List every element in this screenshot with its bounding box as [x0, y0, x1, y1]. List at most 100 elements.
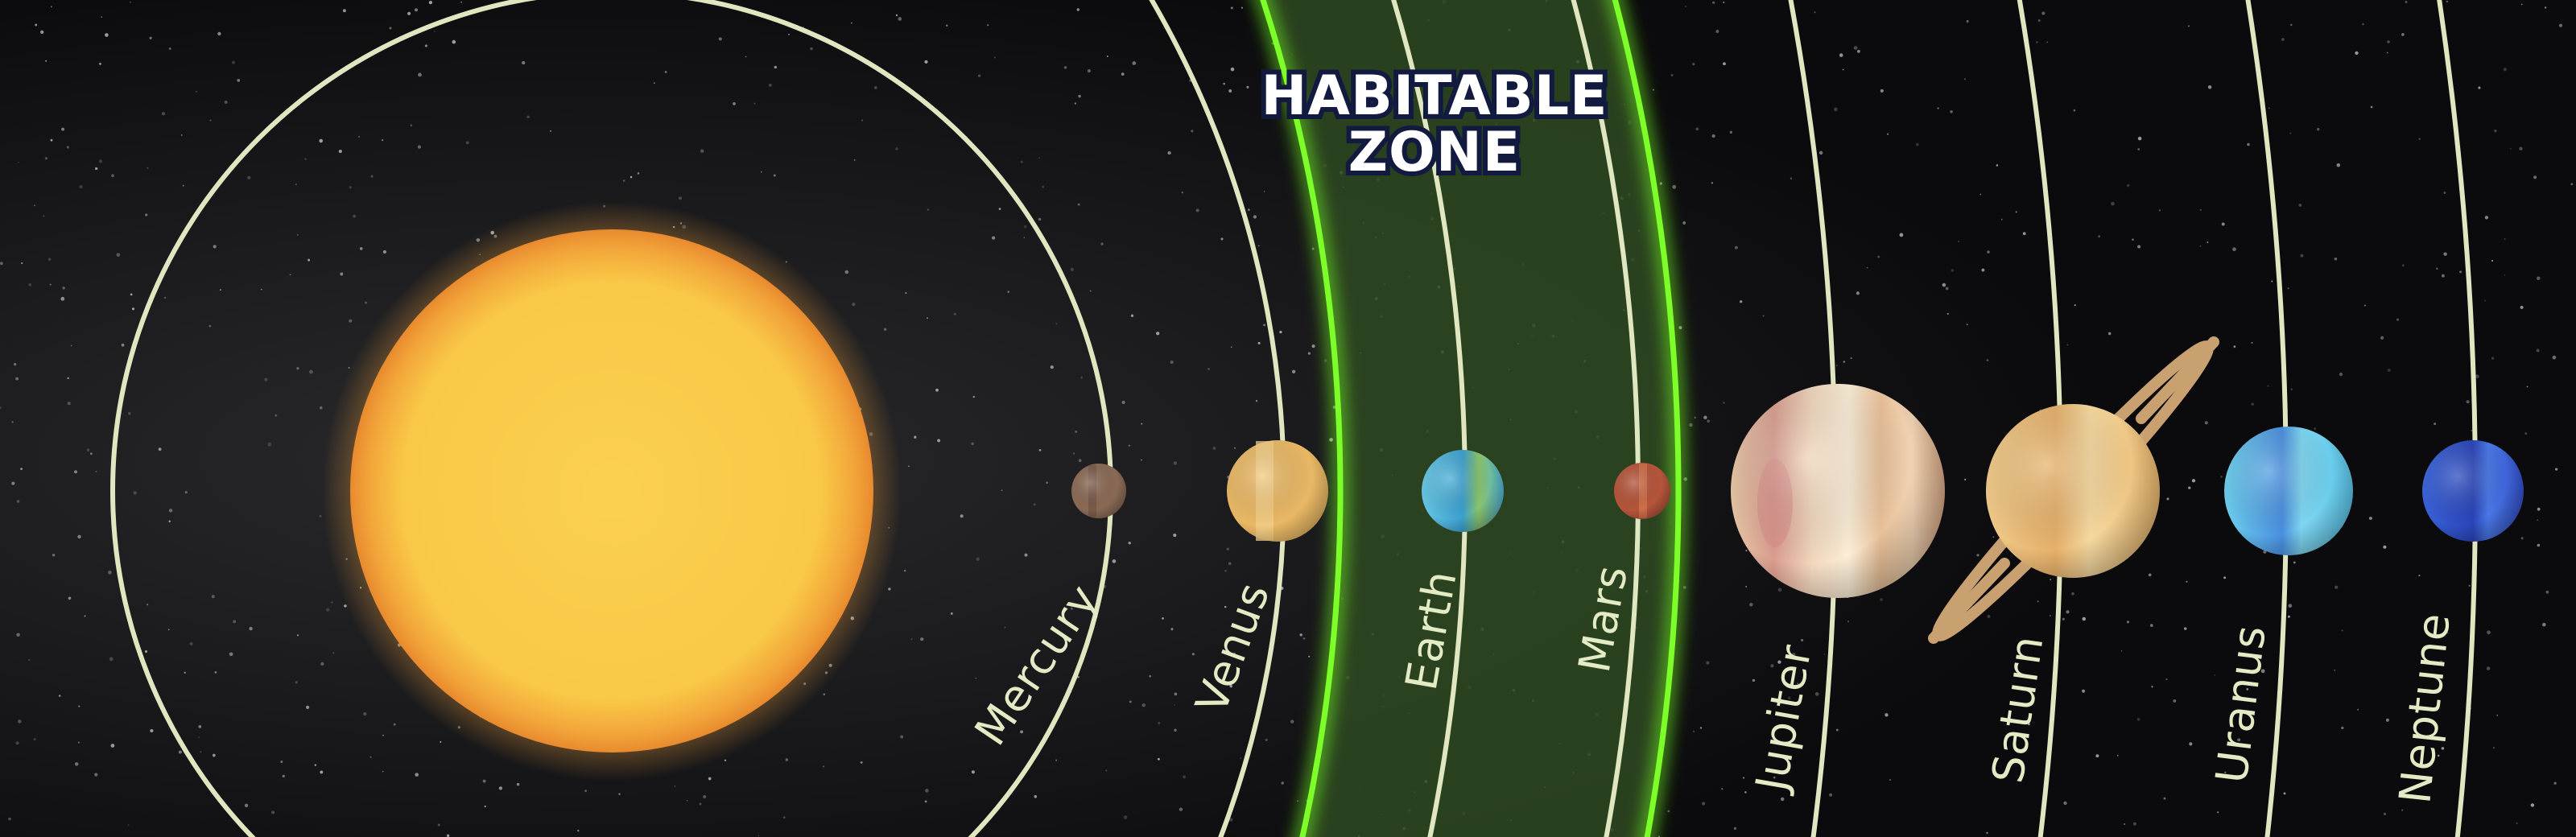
star-speck: [774, 65, 778, 69]
star-speck: [977, 74, 981, 77]
star-speck: [116, 253, 121, 258]
star-speck: [2387, 40, 2390, 43]
star-speck: [407, 11, 411, 15]
star-speck: [133, 491, 137, 495]
star-speck: [1715, 30, 1719, 33]
star-speck: [1173, 534, 1177, 538]
star-speck: [2362, 23, 2364, 26]
star-speck: [1055, 323, 1058, 325]
star-speck: [2163, 797, 2166, 800]
star-speck: [900, 735, 904, 739]
star-speck: [2287, 287, 2289, 290]
star-speck: [110, 744, 115, 748]
star-speck: [1112, 559, 1117, 563]
star-speck: [28, 658, 31, 662]
star-speck: [758, 835, 760, 837]
star-speck: [1976, 554, 1979, 557]
star-speck: [437, 823, 440, 827]
star-speck: [1996, 164, 1999, 167]
star-speck: [2526, 386, 2529, 388]
star-speck: [1773, 776, 1776, 779]
star-speck: [229, 652, 233, 657]
star-speck: [2137, 136, 2142, 141]
star-speck: [2158, 209, 2161, 212]
star-speck: [2220, 476, 2223, 478]
star-speck: [1167, 150, 1171, 155]
star-speck: [2334, 585, 2339, 589]
star-speck: [74, 470, 77, 474]
star-speck: [630, 175, 633, 179]
star-speck: [417, 145, 422, 149]
star-speck: [2098, 235, 2101, 238]
star-speck: [2132, 238, 2134, 241]
star-speck: [2207, 85, 2212, 89]
star-speck: [2401, 809, 2404, 811]
star-speck: [1307, 352, 1311, 355]
star-speck: [976, 557, 980, 561]
star-speck: [1752, 678, 1756, 682]
star-speck: [2251, 342, 2253, 344]
star-speck: [1814, 692, 1819, 696]
star-speck: [2537, 276, 2541, 281]
star-speck: [332, 652, 335, 654]
star-speck: [1685, 6, 1687, 7]
star-speck: [308, 258, 311, 262]
star-speck: [150, 728, 154, 733]
star-speck: [2074, 304, 2076, 307]
star-speck: [1253, 215, 1257, 219]
star-speck: [1023, 237, 1026, 239]
star-speck: [2046, 41, 2049, 43]
star-speck: [2446, 632, 2449, 634]
star-speck: [1265, 738, 1268, 742]
star-speck: [1692, 730, 1695, 733]
star-speck: [1233, 447, 1236, 449]
star-speck: [1050, 365, 1054, 369]
star-speck: [2494, 129, 2497, 133]
star-speck: [2126, 621, 2130, 624]
star-speck: [2491, 259, 2494, 262]
star-speck: [1141, 703, 1146, 707]
star-speck: [128, 412, 131, 415]
star-speck: [577, 829, 580, 832]
star-speck: [2537, 543, 2541, 547]
star-speck: [393, 723, 396, 726]
star-speck: [2199, 245, 2202, 247]
star-speck: [1128, 444, 1130, 447]
star-speck: [907, 465, 910, 468]
star-speck: [1191, 653, 1195, 656]
star-speck: [1157, 757, 1160, 761]
star-speck: [231, 60, 236, 64]
star-speck: [1128, 541, 1131, 545]
star-speck: [2124, 823, 2125, 825]
star-speck: [1850, 357, 1852, 360]
star-speck: [2533, 175, 2537, 179]
star-speck: [768, 83, 772, 87]
star-speck: [95, 470, 97, 473]
star-speck: [2000, 218, 2003, 221]
star-speck: [1723, 62, 1726, 66]
star-speck: [58, 695, 61, 697]
star-speck: [1105, 769, 1108, 772]
star-speck: [844, 270, 849, 274]
star-speck: [11, 481, 15, 485]
star-speck: [1024, 553, 1028, 557]
star-speck: [2037, 600, 2039, 603]
star-speck: [282, 774, 285, 778]
star-speck: [1880, 89, 1884, 93]
star-speck: [2271, 280, 2273, 282]
star-speck: [2519, 146, 2523, 150]
star-speck: [410, 124, 413, 127]
star-speck: [212, 753, 216, 757]
star-speck: [1958, 241, 1959, 242]
star-speck: [418, 72, 422, 77]
star-speck: [1156, 332, 1160, 336]
star-speck: [1744, 791, 1747, 794]
habitable-zone-title-line1: HABITABLE: [1261, 64, 1608, 128]
star-speck: [465, 141, 469, 145]
star-speck: [1077, 203, 1080, 206]
star-speck: [365, 301, 367, 304]
star-speck: [1777, 588, 1782, 592]
star-speck: [45, 60, 47, 62]
star-speck: [130, 293, 133, 296]
star-speck: [121, 343, 125, 347]
